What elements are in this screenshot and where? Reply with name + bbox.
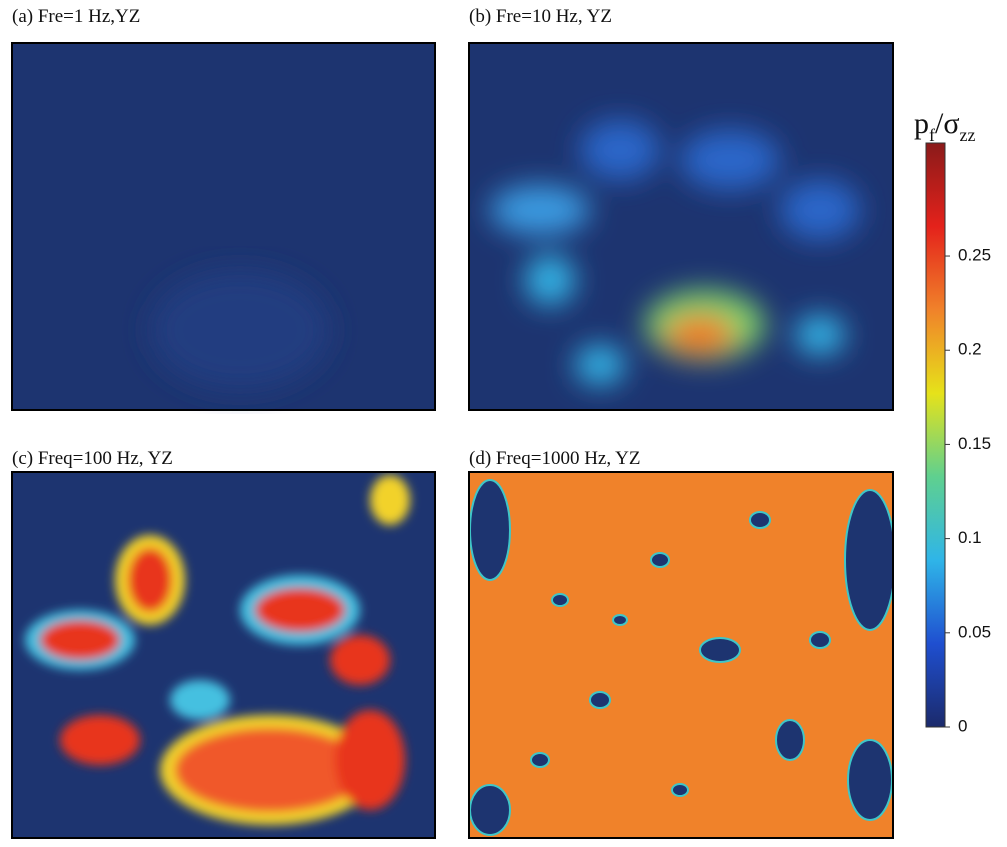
label-part: zz (960, 125, 976, 145)
panel-title: (c) Freq=100 Hz, YZ (12, 448, 173, 469)
tick-label: 0.2 (958, 340, 982, 359)
colorbar-label: pf/σzz (914, 107, 976, 145)
panel-title: (a) Fre=1 Hz,YZ (12, 6, 140, 27)
label-part: /σ (935, 107, 960, 140)
panel-title: (d) Freq=1000 Hz, YZ (469, 448, 640, 469)
tick-label: 0.1 (958, 528, 982, 547)
label-part: p (914, 107, 929, 140)
heatmap-panel (468, 471, 894, 839)
tick-label: 0.15 (958, 434, 991, 453)
colorbar (925, 142, 946, 728)
tick-label: 0.25 (958, 246, 991, 265)
heatmap-panel (11, 42, 436, 411)
label-part: f (929, 125, 935, 145)
tick-label: 0.05 (958, 622, 991, 641)
heatmap-panel (468, 42, 894, 411)
panel-title: (b) Fre=10 Hz, YZ (469, 6, 612, 27)
heatmap-panel (11, 471, 436, 839)
tick-label: 0 (958, 716, 967, 735)
